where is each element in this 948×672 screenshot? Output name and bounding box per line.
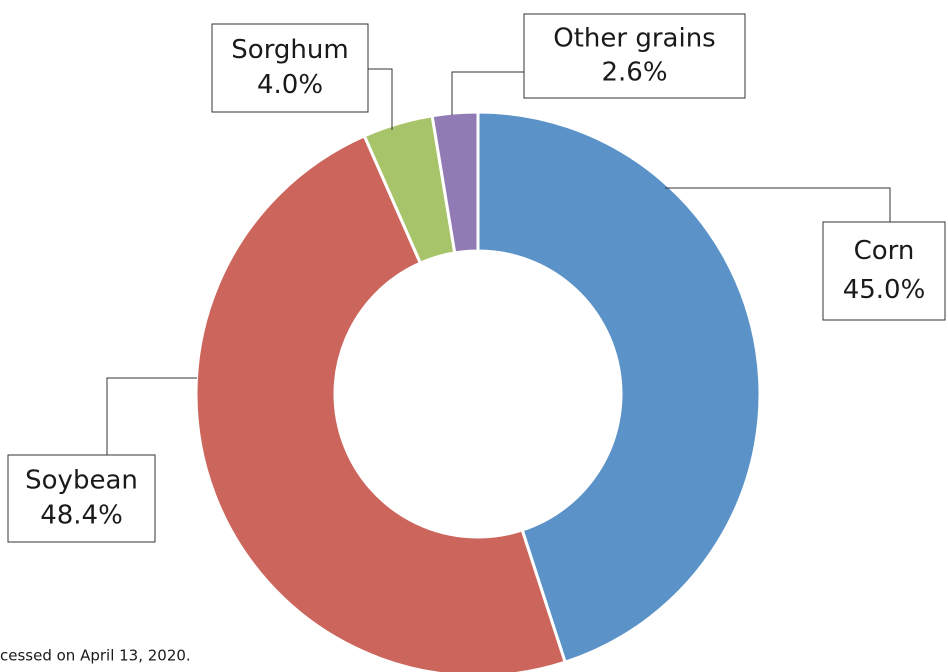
label-box [822,221,946,321]
category-label: Corn [854,236,915,266]
category-label: Other grains [553,24,715,54]
slice [430,110,480,255]
label-box [523,13,746,99]
footnote: cessed on April 13, 2020. [0,647,191,665]
value-label: 4.0% [257,70,323,100]
slice [476,110,762,665]
leader-line [665,187,891,222]
leader-line [451,71,524,115]
value-label: 2.6% [601,57,667,87]
leader-line [368,68,393,130]
value-label: 48.4% [40,500,123,530]
label-box [211,23,369,113]
category-label: Soybean [25,466,138,496]
slice [194,133,568,672]
value-label: 45.0% [843,275,926,305]
leader-line [106,377,197,455]
category-label: Sorghum [231,35,348,65]
label-box [7,454,156,543]
